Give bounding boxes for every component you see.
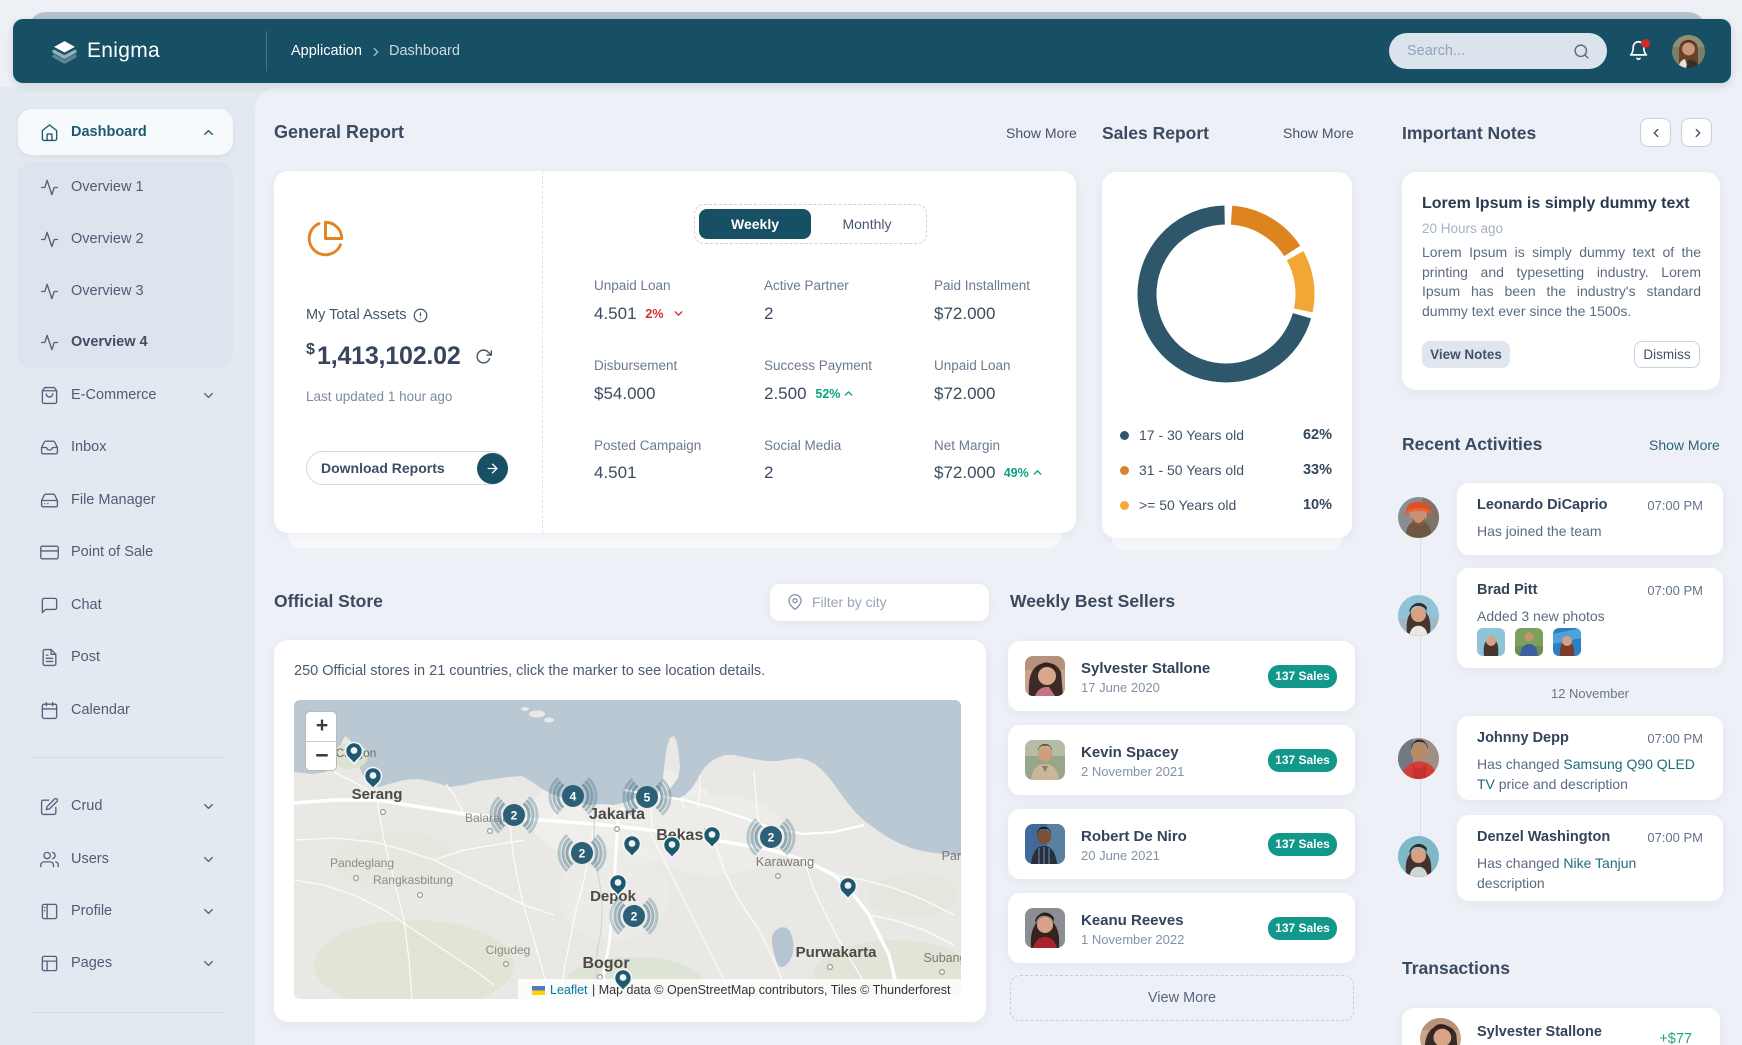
svg-text:Pama: Pama — [942, 849, 961, 863]
svg-text:2: 2 — [511, 809, 518, 823]
svg-text:Serang: Serang — [352, 786, 403, 803]
svg-text:| Map data © OpenStreetMap con: | Map data © OpenStreetMap contributors,… — [592, 983, 951, 997]
svg-text:Bogor: Bogor — [582, 955, 629, 972]
svg-text:2: 2 — [768, 831, 775, 845]
svg-text:2: 2 — [631, 910, 638, 924]
svg-text:Jakarta: Jakarta — [589, 806, 645, 823]
svg-text:4: 4 — [570, 790, 577, 804]
svg-text:Pandeglang: Pandeglang — [330, 856, 394, 870]
svg-text:Karawang: Karawang — [756, 854, 815, 869]
svg-text:Cigudeg: Cigudeg — [486, 943, 531, 957]
svg-text:5: 5 — [644, 791, 651, 805]
svg-text:Leaflet: Leaflet — [550, 983, 588, 997]
svg-text:Subang: Subang — [923, 951, 961, 965]
svg-text:Rangkasbitung: Rangkasbitung — [373, 873, 453, 887]
svg-text:Purwakarta: Purwakarta — [796, 944, 878, 961]
svg-text:Depok: Depok — [590, 888, 637, 905]
svg-text:2: 2 — [579, 847, 586, 861]
